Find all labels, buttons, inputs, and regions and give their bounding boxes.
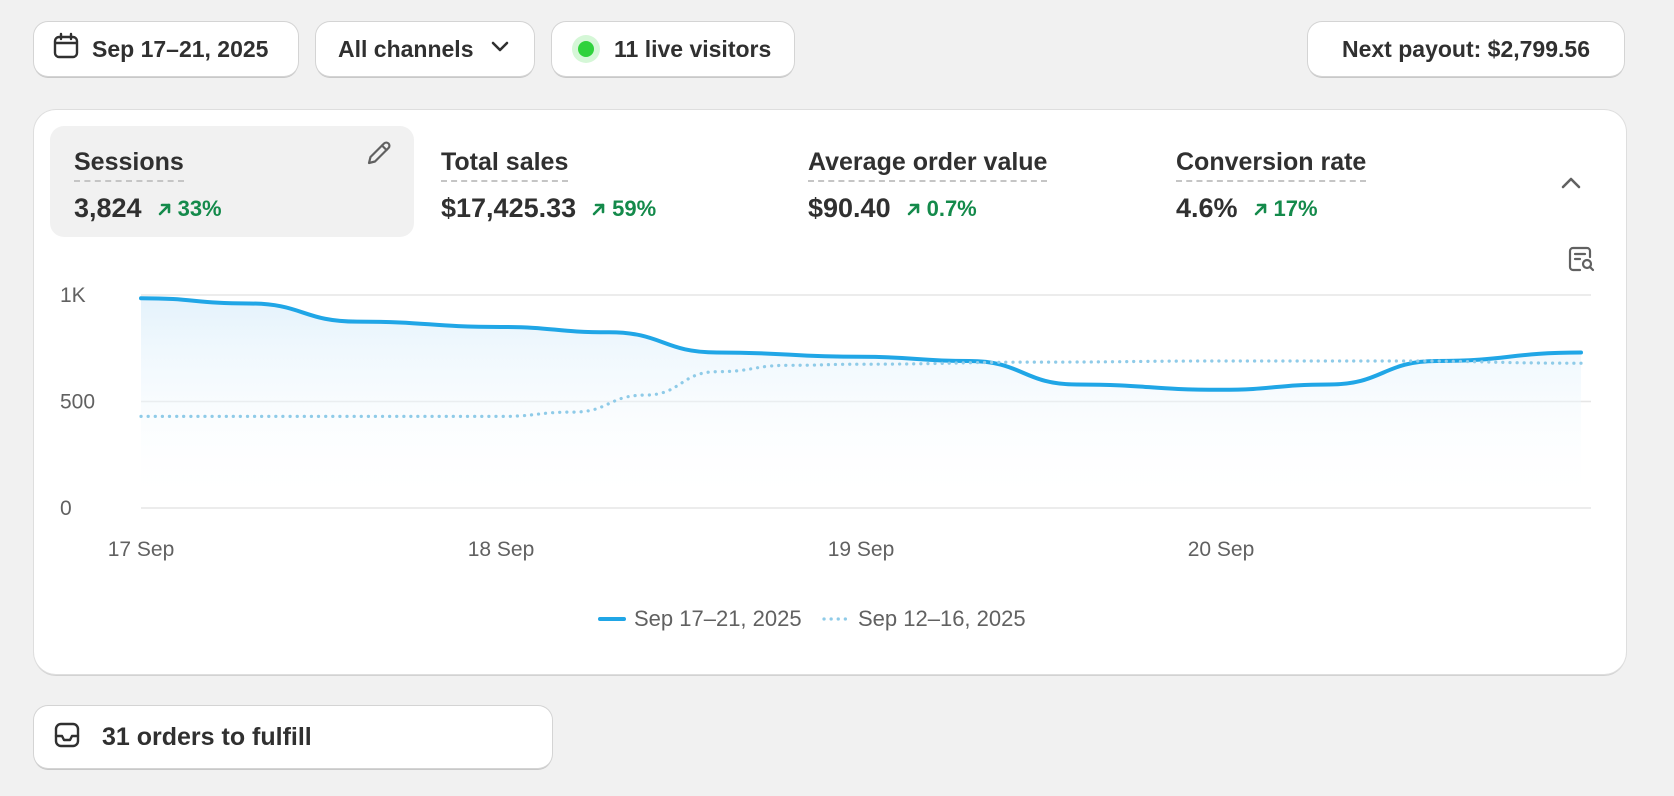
metric-value: 4.6% [1176,193,1238,223]
arrow-up-right-icon [907,202,921,216]
live-visitors-button[interactable]: 11 live visitors [552,22,794,76]
channel-label: All channels [338,35,474,62]
arrow-up-right-icon [1254,202,1268,216]
series-line-comparison [139,359,1583,419]
metric-change: 17% [1273,195,1318,221]
metric-label: Total sales [441,148,569,182]
y-tick-label: 500 [60,391,95,414]
calendar-icon [52,32,80,66]
arrow-up-right-icon [592,202,606,216]
legend-label: Sep 17–21, 2025 [634,606,802,631]
arrow-up-right-icon [158,202,172,216]
next-payout-label: Next payout: $2,799.56 [1341,35,1590,62]
metric-average-order-value[interactable]: Average order value $90.40 0.7% [784,126,1124,237]
live-visitors-label: 11 live visitors [614,35,772,62]
chevron-down-icon [489,35,511,63]
metric-value: 3,824 [74,193,142,223]
metric-sessions[interactable]: Sessions 3,824 33% [50,126,414,237]
x-tick-label: 18 Sep [468,538,535,561]
metric-conversion-rate[interactable]: Conversion rate 4.6% 17% [1152,126,1492,237]
date-range-button[interactable]: Sep 17–21, 2025 [34,22,298,76]
orders-to-fulfill-label: 31 orders to fulfill [102,722,312,751]
y-tick-label: 0 [60,497,72,520]
next-payout-button[interactable]: Next payout: $2,799.56 [1308,22,1624,76]
x-tick-label: 20 Sep [1188,538,1255,561]
legend-label: Sep 12–16, 2025 [858,606,1026,631]
sessions-chart: 1K 500 0 17 Sep 18 Sep 19 Sep 20 Sep Sep 17–21… [60,284,1591,631]
metric-label: Conversion rate [1176,148,1367,182]
metric-change: 0.7% [926,195,977,221]
x-tick-label: 17 Sep [108,538,175,561]
date-range-label: Sep 17–21, 2025 [92,35,269,62]
metric-change: 59% [612,195,657,221]
pencil-icon[interactable] [364,138,394,173]
series-line-current [139,296,1583,392]
y-tick-label: 1K [60,284,86,307]
metric-label: Average order value [808,148,1048,182]
orders-to-fulfill-card[interactable]: 31 orders to fulfill [34,706,552,768]
inbox-icon [52,720,82,755]
metric-label: Sessions [74,148,184,182]
metric-value: $17,425.33 [441,193,577,223]
metric-value: $90.40 [808,193,891,223]
metric-change: 33% [177,195,222,221]
channel-select[interactable]: All channels [316,22,534,76]
series-area [141,298,1581,508]
live-status-dot [572,35,600,63]
analytics-card: Sessions 3,824 33% Total sales $17,425.3… [34,110,1626,674]
chevron-up-icon[interactable] [1558,170,1584,201]
report-search-icon[interactable] [1566,244,1596,279]
metric-total-sales[interactable]: Total sales $17,425.33 59% [417,126,757,237]
x-tick-label: 19 Sep [828,538,895,561]
